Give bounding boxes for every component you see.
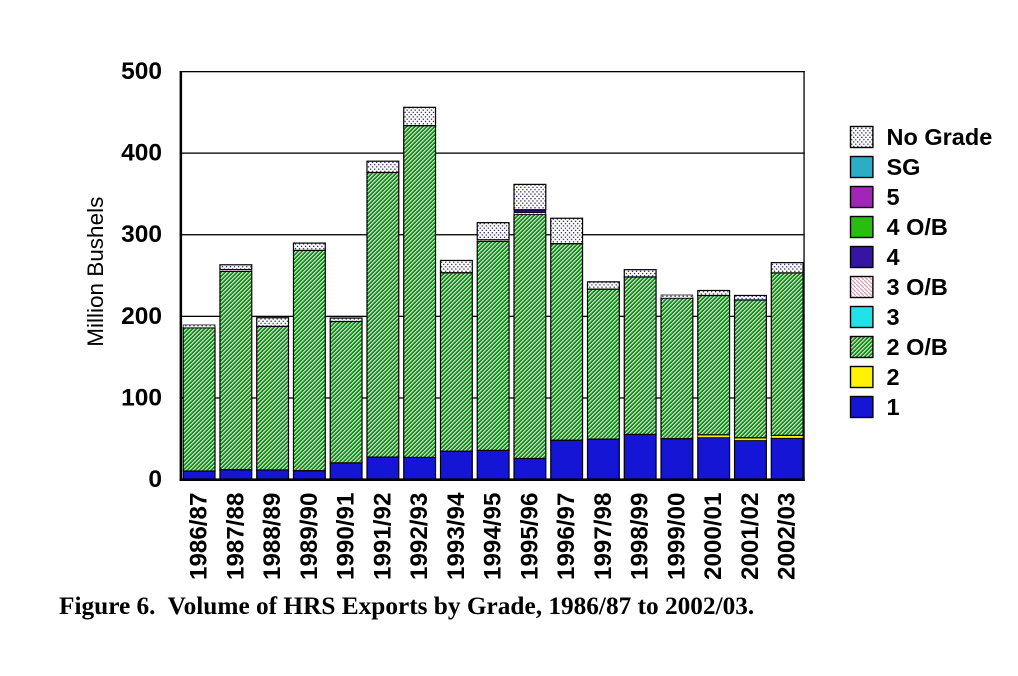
svg-text:1999/00: 1999/00 [663,493,690,580]
svg-text:SG: SG [887,154,921,180]
svg-text:1988/89: 1988/89 [259,493,286,580]
svg-text:1986/87: 1986/87 [186,493,213,580]
svg-text:1996/97: 1996/97 [553,493,580,580]
svg-text:300: 300 [121,221,162,248]
svg-text:1992/93: 1992/93 [406,493,433,580]
svg-text:200: 200 [121,303,162,330]
svg-text:1994/95: 1994/95 [480,493,507,580]
svg-text:3 O/B: 3 O/B [887,274,948,300]
svg-text:1989/90: 1989/90 [296,493,323,580]
svg-text:100: 100 [121,385,162,412]
svg-text:1993/94: 1993/94 [443,492,470,580]
svg-text:1995/96: 1995/96 [516,493,543,580]
svg-text:1991/92: 1991/92 [369,493,396,580]
svg-text:4 O/B: 4 O/B [887,214,948,240]
svg-text:4: 4 [887,244,900,270]
svg-text:No Grade: No Grade [887,124,993,150]
svg-text:1998/99: 1998/99 [627,493,654,580]
svg-text:400: 400 [121,140,162,167]
svg-text:1990/91: 1990/91 [333,493,360,580]
svg-text:1987/88: 1987/88 [222,493,249,580]
svg-text:Million Bushels: Million Bushels [83,197,108,347]
svg-text:2 O/B: 2 O/B [887,334,948,360]
svg-text:3: 3 [887,304,900,330]
svg-text:2002/03: 2002/03 [774,493,801,580]
svg-text:1: 1 [887,394,900,420]
svg-text:1997/98: 1997/98 [590,493,617,580]
svg-text:2: 2 [887,364,900,390]
svg-text:500: 500 [121,58,162,85]
svg-text:2000/01: 2000/01 [700,493,727,580]
svg-text:2001/02: 2001/02 [737,493,764,580]
svg-text:0: 0 [148,466,162,493]
svg-text:5: 5 [887,184,900,210]
